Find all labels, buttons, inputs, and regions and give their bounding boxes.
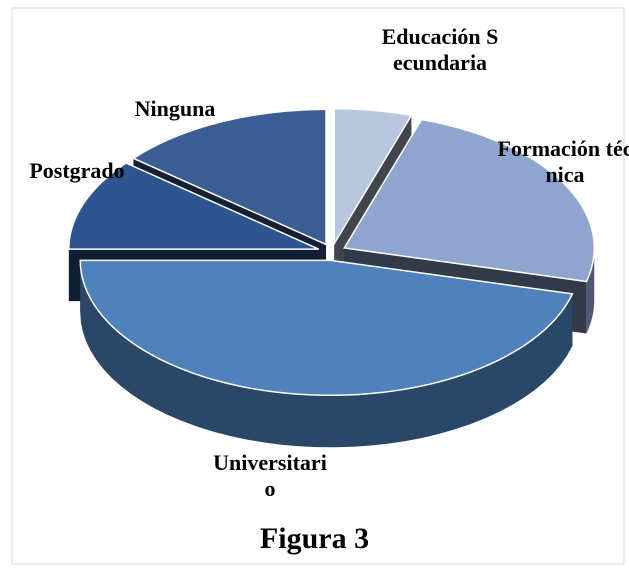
chart-title: Figura 3 [259,522,370,555]
slice-side [80,260,573,448]
pie-slice [68,162,320,250]
slice-label: Formación técnica [497,136,629,187]
slice-label: Ninguna [134,96,216,121]
pie-slice [79,259,574,397]
pie-slice [333,107,413,247]
pie-slice [343,118,596,283]
pie-slice [131,108,327,246]
chart-border [11,7,625,565]
slice-label: Educación Secundaria [381,24,499,75]
slice-label: Postgrado [29,158,125,183]
slice-side [586,247,595,334]
slice-label: Universitario [213,450,327,501]
